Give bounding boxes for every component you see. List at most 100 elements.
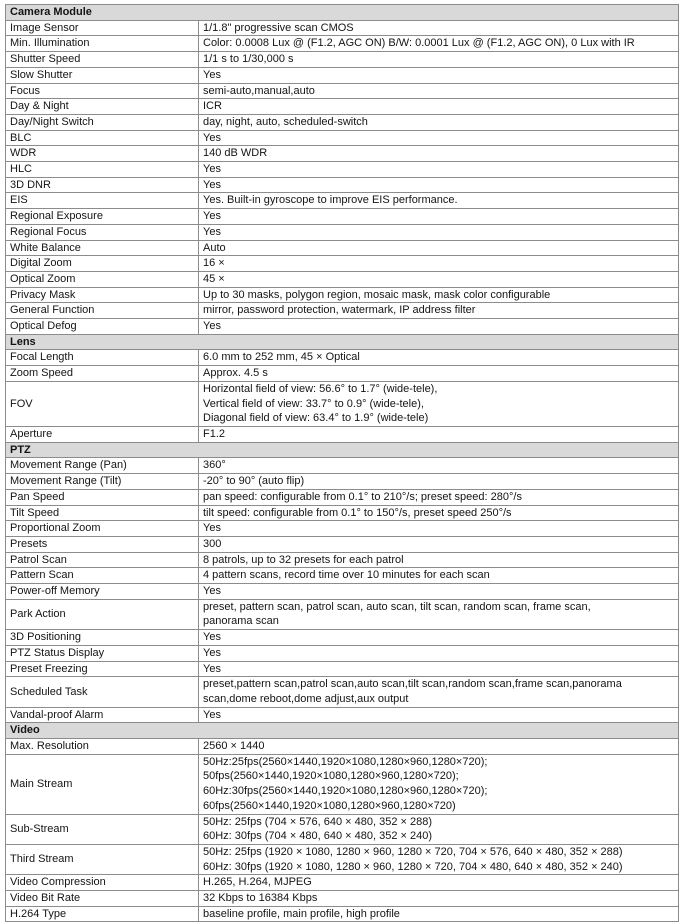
spec-label: Zoom Speed [5,365,199,382]
spec-label: Proportional Zoom [5,520,199,537]
spec-value-line: Yes [203,225,221,238]
spec-value: Horizontal field of view: 56.6° to 1.7° … [198,380,679,427]
spec-value: Color: 0.0008 Lux @ (F1.2, AGC ON) B/W: … [198,35,679,53]
spec-value: 16 × [198,255,679,272]
spec-value-line: 50Hz: 25fps (1920 × 1080, 1280 × 960, 12… [203,845,623,858]
spec-value-line: 4 pattern scans, record time over 10 min… [203,569,490,582]
table-row: Pan Speed pan speed: configurable from 0.… [5,488,679,506]
spec-value: pan speed: configurable from 0.1° to 210… [198,488,679,506]
spec-value-line: Yes [203,320,221,333]
spec-value: -20° to 90° (auto flip) [198,473,679,490]
spec-label: 3D DNR [5,176,199,194]
spec-value: Yes [198,629,679,646]
spec-label: Max. Resolution [5,738,199,755]
table-row: General Function mirror, password protect… [5,302,679,320]
table-row: Focal Length 6.0 mm to 252 mm, 45 × Optic… [5,349,679,367]
spec-value: 6.0 mm to 252 mm, 45 × Optical [198,349,679,367]
spec-value: 50Hz: 25fps (704 × 576, 640 × 480, 352 ×… [198,813,679,845]
spec-value-line: panorama scan [203,615,279,628]
spec-label: Slow Shutter [5,66,199,84]
spec-value: preset, pattern scan, patrol scan, auto … [198,598,679,631]
spec-value: 140 dB WDR [198,145,679,163]
table-row: Movement Range (Pan) 360° [5,457,679,475]
spec-label: Min. Illumination [5,35,199,53]
spec-value: Yes [198,660,679,678]
spec-value-line: 50Hz:25fps(2560×1440,1920×1080,1280×960,… [203,755,488,768]
spec-value-line: 60Hz: 30fps (1920 × 1080, 1280 × 960, 12… [203,860,623,873]
spec-label: Movement Range (Tilt) [5,473,199,490]
spec-value-line: 6.0 mm to 252 mm, 45 × Optical [203,351,360,364]
spec-value-line: Yes [203,68,221,81]
spec-label: Image Sensor [5,19,199,37]
table-row: PTZ Status Display Yes [5,644,679,662]
spec-label: Movement Range (Pan) [5,457,199,475]
spec-value: baseline profile, main profile, high pro… [198,905,679,923]
table-row: Video Bit Rate 32 Kbps to 16384 Kbps [5,890,679,907]
spec-value: H.265, H.264, MJPEG [198,874,679,892]
spec-table-body: Camera Module Image Sensor 1/1.8" progress… [5,4,679,923]
spec-value: 50Hz: 25fps (1920 × 1080, 1280 × 960, 12… [198,843,679,876]
spec-label: Preset Freezing [5,660,199,678]
spec-value: Yes [198,583,679,600]
spec-value-line: 50fps(2560×1440,1920×1080,1280×960,1280×… [203,770,459,783]
spec-value-line: H.265, H.264, MJPEG [203,876,312,889]
spec-label: H.264 Type [5,905,199,923]
spec-value: Yes [198,176,679,194]
table-row: Image Sensor 1/1.8" progressive scan CMOS [5,19,679,37]
table-row: H.264 Type baseline profile, main profile… [5,905,679,923]
spec-label: Park Action [5,598,199,631]
spec-value: preset,pattern scan,patrol scan,auto sca… [198,676,679,708]
spec-value-line: semi-auto,manual,auto [203,84,315,97]
spec-value-line: Yes [203,178,221,191]
spec-value: 1/1 s to 1/30,000 s [198,51,679,68]
spec-label: 3D Positioning [5,629,199,646]
spec-value-line: -20° to 90° (auto flip) [203,475,305,488]
spec-value-line: Yes [203,585,221,598]
spec-value-line: Yes [203,631,221,644]
table-row: 3D DNR Yes [5,176,679,194]
table-row: Zoom Speed Approx. 4.5 s [5,365,679,382]
spec-value: 2560 × 1440 [198,738,679,755]
spec-value: mirror, password protection, watermark, … [198,302,679,320]
spec-value: Auto [198,239,679,257]
spec-value-line: pan speed: configurable from 0.1° to 210… [203,490,522,503]
spec-value: Yes [198,66,679,84]
spec-value-line: preset,pattern scan,patrol scan,auto sca… [203,678,622,691]
spec-value: 8 patrols, up to 32 presets for each pat… [198,551,679,569]
spec-label: HLC [5,161,199,178]
spec-value-line: Auto [203,241,226,254]
table-row: Privacy Mask Up to 30 masks, polygon regi… [5,286,679,304]
spec-label: Aperture [5,425,199,443]
table-row: Optical Zoom 45 × [5,270,679,288]
spec-value-line: Yes. Built-in gyroscope to improve EIS p… [203,194,458,207]
spec-value-line: 60fps(2560×1440,1920×1080,1280×960,1280×… [203,799,456,812]
spec-label: Optical Zoom [5,270,199,288]
table-row: Park Action preset, pattern scan, patrol … [5,598,679,631]
spec-value-line: 8 patrols, up to 32 presets for each pat… [203,553,404,566]
spec-value: 360° [198,457,679,475]
spec-value-line: preset, pattern scan, patrol scan, auto … [203,600,591,613]
spec-value: Yes [198,520,679,537]
section-header: Camera Module [5,4,679,21]
spec-label: Focal Length [5,349,199,367]
spec-label: EIS [5,192,199,210]
section-header: PTZ [5,441,679,459]
spec-value: Yes [198,706,679,724]
spec-value-line: 360° [203,459,226,472]
table-row: Proportional Zoom Yes [5,520,679,537]
spec-value: semi-auto,manual,auto [198,82,679,100]
table-row: Presets 300 [5,535,679,553]
spec-value-line: Yes [203,163,221,176]
spec-value-line: 1/1 s to 1/30,000 s [203,53,294,66]
table-row: Sub-Stream 50Hz: 25fps (704 × 576, 640 × … [5,813,679,845]
section-header-row: Video [5,722,679,740]
spec-value-line: baseline profile, main profile, high pro… [203,907,400,920]
spec-value: tilt speed: configurable from 0.1° to 15… [198,504,679,522]
table-row: EIS Yes. Built-in gyroscope to improve EI… [5,192,679,210]
table-row: Day/Night Switch day, night, auto, schedu… [5,113,679,131]
spec-label: Privacy Mask [5,286,199,304]
spec-value: F1.2 [198,425,679,443]
spec-value-line: day, night, auto, scheduled-switch [203,115,368,128]
spec-value: 300 [198,535,679,553]
spec-label: BLC [5,129,199,147]
